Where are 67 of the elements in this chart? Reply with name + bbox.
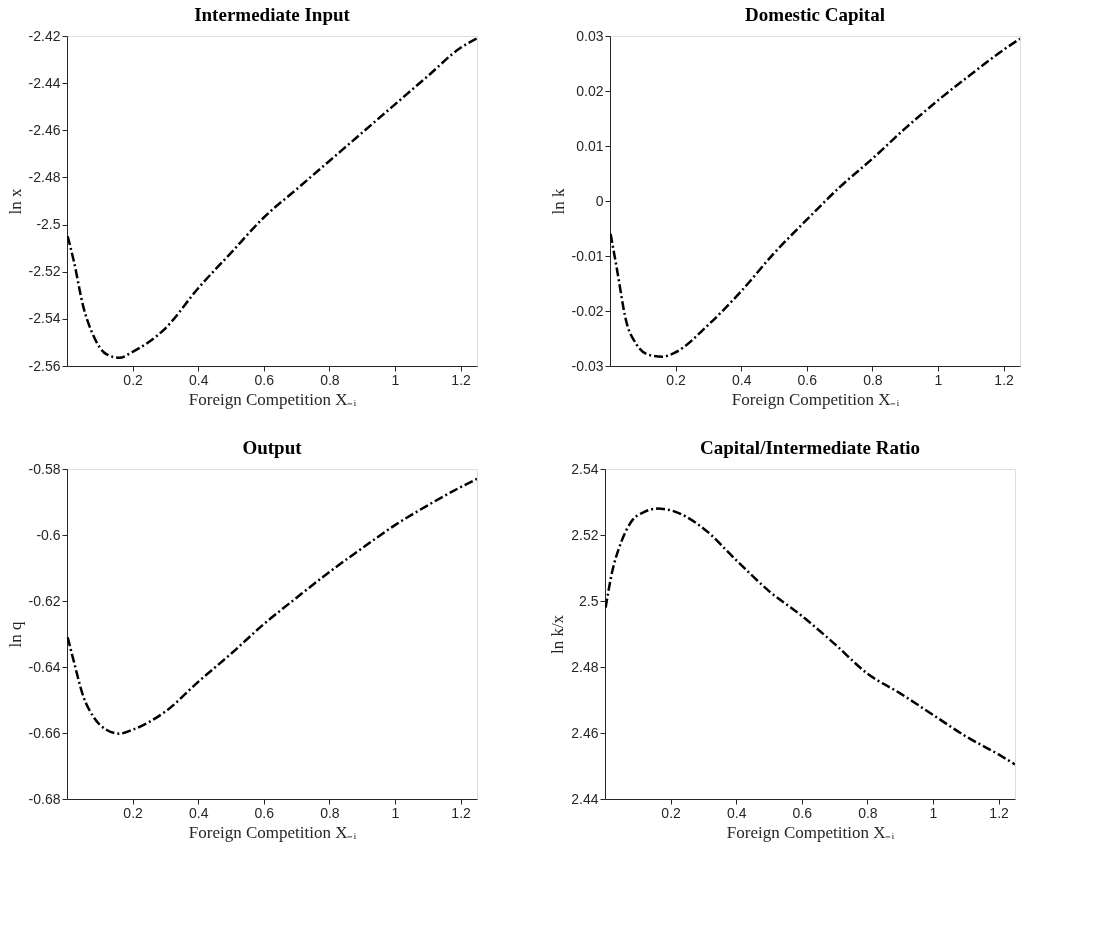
- x-tick-label: 0.2: [661, 804, 682, 821]
- x-axis-title: Foreign Competition X₋ᵢ: [731, 389, 900, 409]
- y-tick-label: 2.52: [571, 526, 599, 543]
- y-tick-label: -0.02: [571, 302, 604, 319]
- x-tick-label: 1.2: [989, 804, 1010, 821]
- x-tick-label: 0.6: [254, 371, 275, 388]
- y-tick-label: 2.54: [571, 460, 599, 477]
- y-axis-title: ln x: [5, 188, 25, 215]
- y-axis-title: ln k: [548, 188, 568, 215]
- y-tick-label: -0.6: [36, 526, 61, 543]
- y-tick-label: -2.44: [28, 74, 61, 91]
- line-series: [605, 507, 1015, 766]
- x-tick-label: 0.8: [320, 371, 340, 388]
- y-tick-label: 2.46: [571, 724, 599, 741]
- x-tick-label: 0.2: [123, 804, 144, 821]
- x-tick-label: 0.8: [320, 804, 340, 821]
- x-tick-label: 0.4: [731, 371, 752, 388]
- y-tick-label: -2.54: [28, 310, 61, 327]
- y-tick-label: -2.5: [36, 216, 61, 233]
- y-axis-title: ln q: [5, 621, 25, 648]
- y-tick-label: -2.42: [28, 27, 61, 44]
- x-tick-label: 0.8: [863, 371, 883, 388]
- y-tick-label: -0.03: [571, 357, 604, 374]
- chart-title: Intermediate Input: [194, 4, 351, 25]
- y-tick-label: 2.48: [571, 658, 599, 675]
- y-tick-label: -2.48: [28, 168, 61, 185]
- chart-title: Output: [242, 437, 303, 458]
- y-tick-label: 0.03: [576, 27, 604, 44]
- x-tick-label: 0.6: [254, 804, 275, 821]
- x-tick-label: 1: [391, 371, 400, 388]
- x-tick-label: 0.2: [666, 371, 687, 388]
- line-series: [67, 477, 477, 735]
- y-tick-label: 2.5: [579, 592, 599, 609]
- y-tick-label: 0.01: [576, 137, 604, 154]
- y-tick-label: -0.68: [28, 790, 61, 807]
- x-tick-label: 0.2: [123, 371, 144, 388]
- y-tick-label: -0.01: [571, 247, 604, 264]
- x-axis-title: Foreign Competition X₋ᵢ: [726, 822, 895, 842]
- y-tick-label: 2.44: [571, 790, 599, 807]
- x-tick-label: 1: [391, 804, 400, 821]
- line-series: [610, 37, 1020, 358]
- x-tick-label: 0.4: [726, 804, 747, 821]
- chart-title: Capital/Intermediate Ratio: [699, 437, 921, 458]
- x-tick-label: 0.4: [188, 371, 209, 388]
- y-tick-label: 0: [595, 192, 604, 209]
- y-tick-label: 0.02: [576, 82, 604, 99]
- x-tick-label: 0.6: [792, 804, 813, 821]
- x-tick-label: 1.2: [994, 371, 1015, 388]
- x-axis-title: Foreign Competition X₋ᵢ: [188, 822, 357, 842]
- x-tick-label: 1.2: [451, 804, 472, 821]
- y-tick-label: -0.66: [28, 724, 61, 741]
- y-tick-label: -0.62: [28, 592, 61, 609]
- y-tick-label: -2.52: [28, 263, 61, 280]
- x-tick-label: 0.4: [188, 804, 209, 821]
- y-tick-label: -2.46: [28, 121, 61, 138]
- y-axis-title: ln k/x: [548, 614, 568, 655]
- chart-title: Domestic Capital: [745, 4, 885, 25]
- line-series: [67, 37, 477, 359]
- x-tick-label: 0.8: [858, 804, 878, 821]
- y-tick-label: -0.58: [28, 460, 61, 477]
- x-tick-label: 1.2: [451, 371, 472, 388]
- y-tick-label: -2.56: [28, 357, 61, 374]
- x-tick-label: 1: [934, 371, 943, 388]
- x-axis-title: Foreign Competition X₋ᵢ: [188, 389, 357, 409]
- x-tick-label: 1: [929, 804, 938, 821]
- x-tick-label: 0.6: [797, 371, 818, 388]
- y-tick-label: -0.64: [28, 658, 61, 675]
